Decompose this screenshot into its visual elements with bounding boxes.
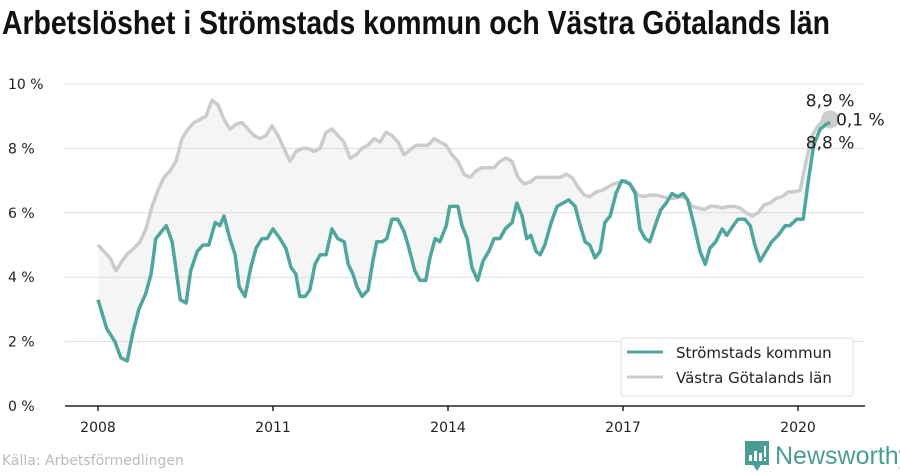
series-line-vastra-gotalands-lan — [96, 98, 831, 273]
source-note: Källa: Arbetsförmedlingen — [2, 453, 184, 469]
x-tick-label: 2014 — [430, 420, 466, 436]
x-tick-label: 2008 — [80, 420, 116, 436]
x-tick-label: 2017 — [605, 420, 641, 436]
x-tick-label: 2020 — [780, 420, 816, 436]
y-tick-label: 6 % — [8, 206, 35, 222]
secondary-end-label: 8,9 % — [806, 91, 855, 111]
y-tick-label: 0 % — [8, 399, 35, 415]
legend-label-secondary: Västra Götalands län — [676, 369, 832, 387]
brand-logo: Newsworthy — [745, 441, 900, 471]
chart-title: Arbetslöshet i Strömstads kommun och Väs… — [2, 4, 830, 41]
newsworthy-logo-icon — [745, 441, 769, 471]
difference-label: 0,1 % — [836, 110, 885, 130]
series-line-stromstads-kommun — [96, 120, 831, 363]
y-tick-label: 10 % — [8, 77, 44, 93]
brand-name: Newsworthy — [775, 441, 900, 470]
x-tick-label: 2011 — [255, 420, 291, 436]
legend: Strömstads kommun Västra Götalands län — [620, 337, 854, 397]
band-mask — [98, 122, 831, 406]
legend-box — [620, 337, 854, 397]
y-tick-label: 4 % — [8, 270, 35, 286]
y-tick-label: 2 % — [8, 335, 35, 351]
y-tick-label: 8 % — [8, 141, 35, 157]
legend-label-primary: Strömstads kommun — [676, 344, 832, 362]
primary-end-label: 8,8 % — [806, 134, 855, 154]
